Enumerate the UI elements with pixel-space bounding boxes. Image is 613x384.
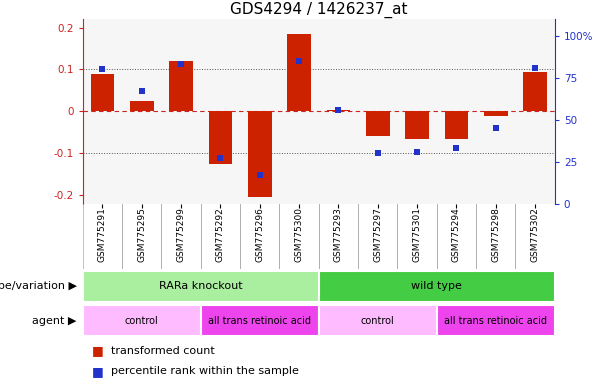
Text: all trans retinoic acid: all trans retinoic acid <box>444 316 547 326</box>
Text: GSM775301: GSM775301 <box>413 207 422 262</box>
Text: genotype/variation ▶: genotype/variation ▶ <box>0 281 77 291</box>
Text: GSM775295: GSM775295 <box>137 207 147 262</box>
Bar <box>130 101 154 111</box>
Text: GSM775296: GSM775296 <box>255 207 264 262</box>
Text: GSM775302: GSM775302 <box>531 207 539 262</box>
Bar <box>280 19 319 204</box>
Text: GSM775292: GSM775292 <box>216 207 225 262</box>
Bar <box>366 111 390 136</box>
Text: transformed count: transformed count <box>111 346 215 356</box>
Bar <box>208 111 232 164</box>
Bar <box>484 111 508 116</box>
Bar <box>319 19 358 204</box>
Bar <box>161 19 201 204</box>
Bar <box>201 19 240 204</box>
Bar <box>240 19 280 204</box>
Bar <box>436 19 476 204</box>
Bar <box>169 61 193 111</box>
Text: ■: ■ <box>92 364 104 377</box>
Bar <box>319 305 436 336</box>
Bar <box>436 305 555 336</box>
Text: GSM775298: GSM775298 <box>491 207 500 262</box>
Title: GDS4294 / 1426237_at: GDS4294 / 1426237_at <box>230 2 408 18</box>
Bar <box>397 19 436 204</box>
Text: percentile rank within the sample: percentile rank within the sample <box>111 366 299 376</box>
Bar <box>122 19 161 204</box>
Text: control: control <box>361 316 395 326</box>
Text: ■: ■ <box>92 344 104 358</box>
Bar <box>319 271 555 302</box>
Text: GSM775300: GSM775300 <box>295 207 303 262</box>
Bar <box>327 110 350 111</box>
Text: all trans retinoic acid: all trans retinoic acid <box>208 316 311 326</box>
Text: wild type: wild type <box>411 281 462 291</box>
Bar <box>83 305 201 336</box>
Bar <box>248 111 272 197</box>
Text: GSM775291: GSM775291 <box>98 207 107 262</box>
Bar <box>91 74 114 111</box>
Text: GSM775294: GSM775294 <box>452 207 461 262</box>
Bar <box>83 271 319 302</box>
Bar <box>476 19 516 204</box>
Bar <box>287 34 311 111</box>
Text: GSM775293: GSM775293 <box>334 207 343 262</box>
Bar <box>524 71 547 111</box>
Bar <box>201 305 319 336</box>
Text: agent ▶: agent ▶ <box>32 316 77 326</box>
Bar <box>405 111 429 139</box>
Text: control: control <box>125 316 159 326</box>
Text: GSM775299: GSM775299 <box>177 207 186 262</box>
Bar <box>358 19 397 204</box>
Bar <box>83 19 122 204</box>
Bar <box>444 111 468 139</box>
Text: GSM775297: GSM775297 <box>373 207 383 262</box>
Text: RARa knockout: RARa knockout <box>159 281 243 291</box>
Bar <box>516 19 555 204</box>
